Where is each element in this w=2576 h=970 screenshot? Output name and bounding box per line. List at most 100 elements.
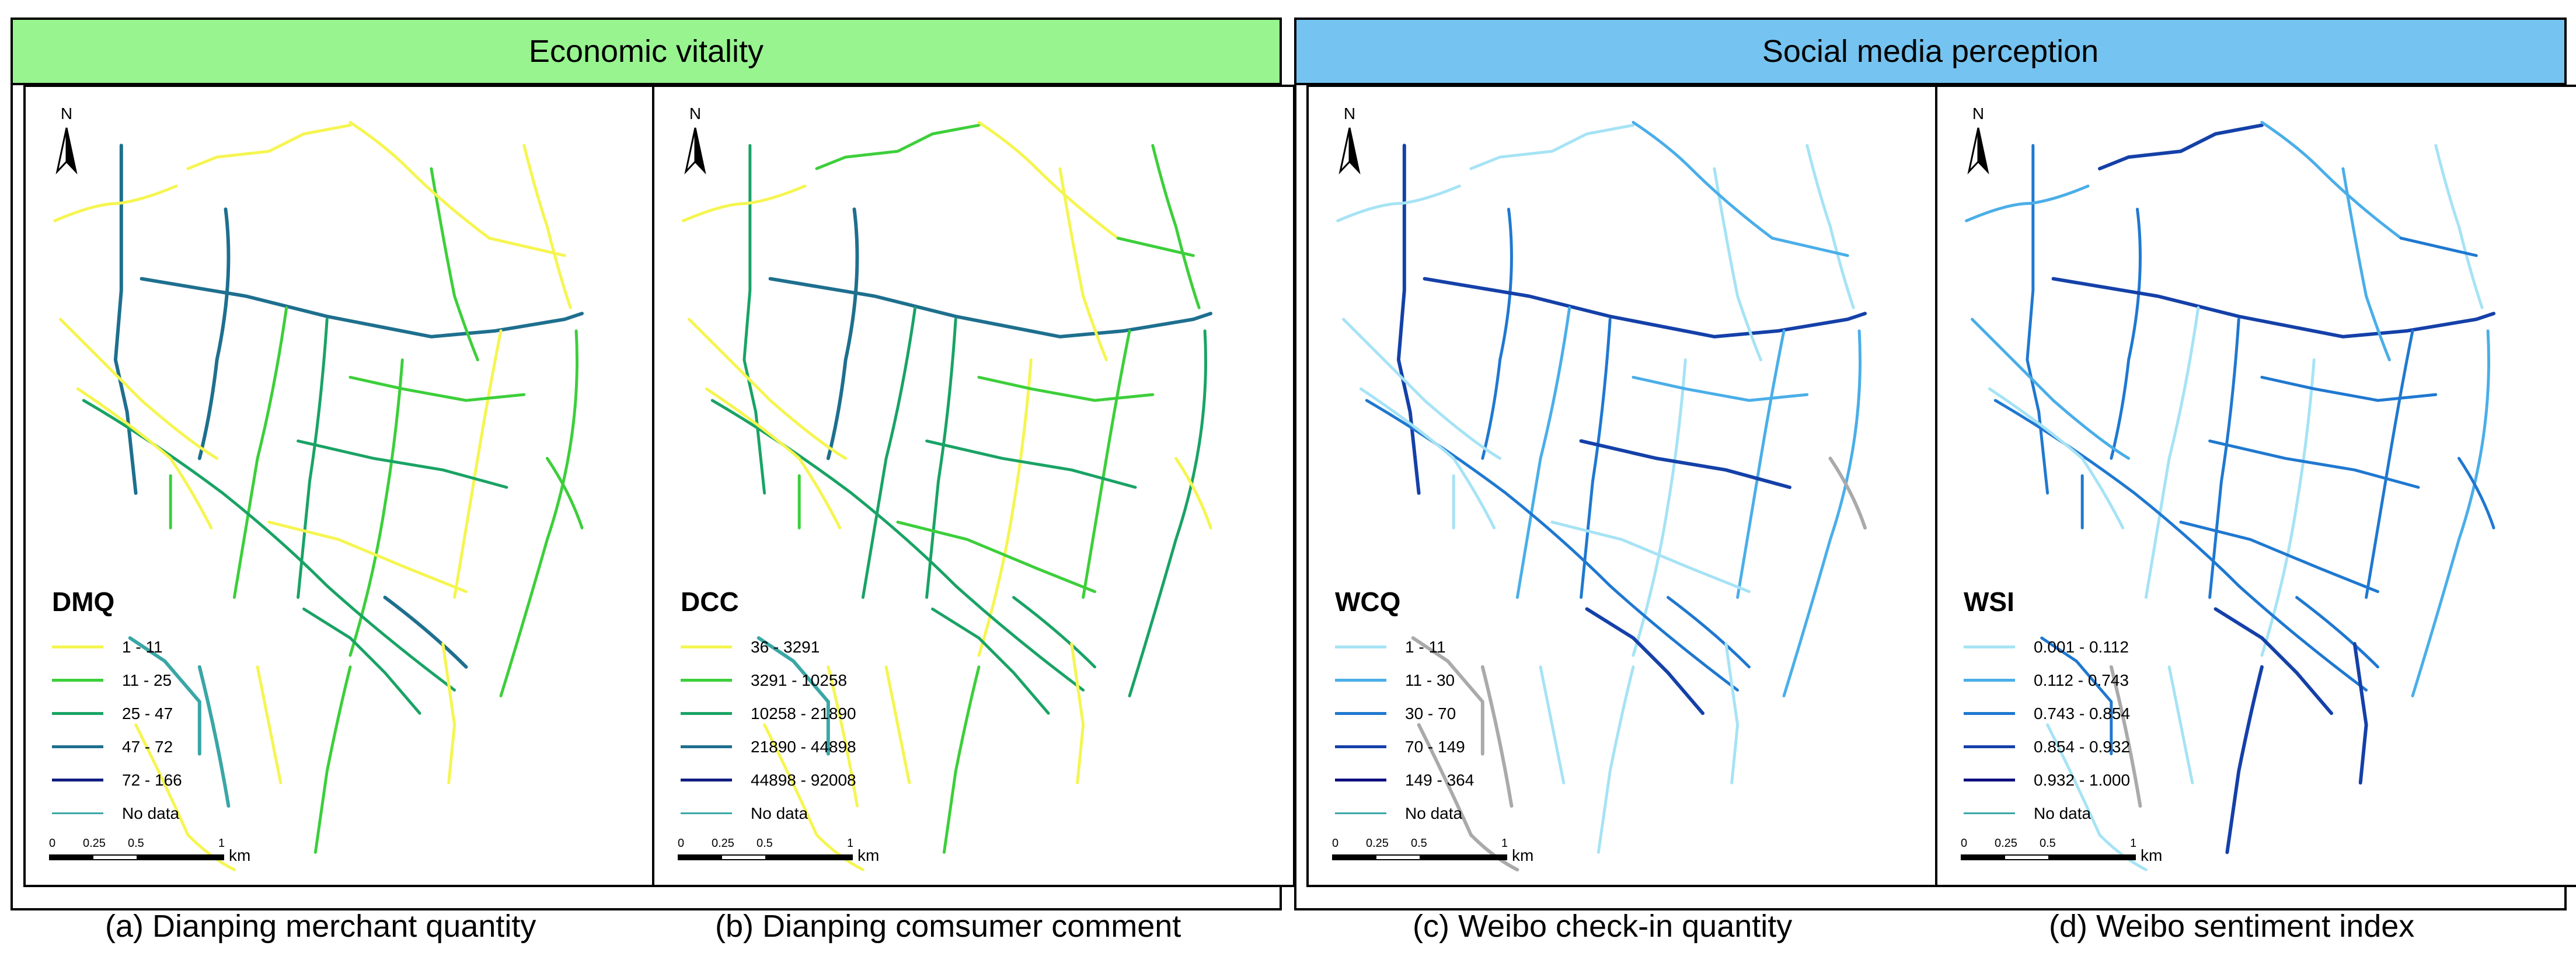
- legend-swatch: [52, 779, 103, 781]
- legend-item: 36 - 3291: [681, 630, 856, 664]
- road-segment: [1579, 439, 1791, 489]
- legend-label: 0.001 - 0.112: [2034, 637, 2129, 656]
- group-header-economic: Economic vitality: [13, 20, 1280, 85]
- scale-unit: km: [1512, 846, 1534, 864]
- north-label: N: [60, 104, 73, 123]
- legend-item: 11 - 25: [52, 664, 182, 697]
- north-arrow: N: [1961, 104, 1996, 180]
- legend-label: No data: [122, 804, 180, 822]
- road-segment: [1336, 184, 1461, 222]
- road-segment: [2214, 607, 2334, 716]
- road-segment: [2260, 375, 2438, 402]
- legend-label: 1 - 11: [1405, 637, 1446, 656]
- legend-item-nodata: No data: [52, 797, 182, 830]
- legend-item: 72 - 166: [52, 763, 182, 797]
- road-network-c: [1336, 121, 1867, 872]
- road-segment: [487, 236, 566, 257]
- legend-swatch: [1964, 745, 2015, 748]
- road-segment: [2225, 665, 2264, 854]
- road-segment: [1342, 317, 1502, 460]
- legend-item: 3291 - 10258: [681, 664, 856, 697]
- road-segment: [348, 358, 404, 657]
- road-segment: [1988, 387, 2125, 529]
- legend-swatch: [1964, 779, 2015, 781]
- road-segment: [1411, 636, 1484, 756]
- road-segment: [1480, 665, 1514, 808]
- scale-track: [49, 854, 224, 860]
- scale-tick-label: 1: [847, 837, 854, 850]
- legend-swatch: [52, 812, 103, 814]
- road-segment: [931, 607, 1050, 715]
- legend-label: 3291 - 10258: [751, 671, 848, 689]
- road-segment: [383, 595, 468, 669]
- road-segment: [2040, 636, 2113, 756]
- road-segment: [977, 121, 1120, 240]
- road-segment: [705, 387, 842, 529]
- road-segment: [2144, 306, 2200, 599]
- road-segment: [197, 665, 231, 808]
- road-segment: [453, 329, 503, 599]
- legend-title: WCQ: [1335, 587, 1401, 617]
- group-social-media: Social media perception: [1294, 18, 2567, 910]
- road-segment: [348, 121, 491, 240]
- legend-swatch: [1335, 679, 1386, 682]
- legend-swatch: [1335, 712, 1386, 715]
- road-segment: [2399, 236, 2478, 257]
- road-segment: [2179, 521, 2379, 594]
- legend-title: DMQ: [52, 587, 115, 617]
- legend-item: 149 - 364: [1335, 763, 1474, 797]
- scale-tick-label: 0.5: [2040, 837, 2056, 850]
- road-segment: [2352, 642, 2368, 785]
- road-segment: [2208, 317, 2240, 599]
- road-segment: [2260, 358, 2316, 657]
- scale-tick-label: 0: [1961, 837, 1968, 850]
- road-segment: [267, 521, 468, 594]
- legend-swatch: [1335, 812, 1386, 814]
- road-segment: [2365, 329, 2414, 599]
- scale-tick-label: 0: [49, 837, 56, 850]
- legend-swatch: [1335, 779, 1386, 781]
- road-segment: [925, 317, 957, 599]
- road-segment: [2411, 329, 2490, 697]
- road-segment: [197, 207, 231, 460]
- road-segment: [1713, 167, 1762, 362]
- road-segment: [2341, 167, 2391, 362]
- scale-tick-label: 0.25: [1366, 837, 1389, 850]
- legend-swatch: [52, 645, 103, 648]
- north-arrow-icon: [684, 127, 706, 175]
- road-segment: [768, 277, 1213, 339]
- legend-label: 149 - 364: [1405, 770, 1475, 789]
- legend-swatch: [681, 779, 732, 781]
- road-segment: [1469, 124, 1635, 170]
- map-panel-b: N DCC 36 - 3291 3291 - 10258 10258 - 218…: [652, 85, 1295, 887]
- road-segment: [1151, 144, 1201, 309]
- road-segment: [1971, 317, 2131, 460]
- legend-swatch: [681, 679, 732, 682]
- north-arrow-icon: [1338, 127, 1361, 175]
- north-arrow: N: [1332, 104, 1367, 180]
- legend-label: 0.854 - 0.932: [2034, 737, 2131, 756]
- north-label: N: [1343, 104, 1356, 123]
- legend-label: 47 - 72: [122, 737, 173, 756]
- legend-label: 30 - 70: [1405, 704, 1456, 723]
- road-segment: [2167, 665, 2194, 784]
- scale-tick-label: 1: [1501, 837, 1508, 850]
- road-segment: [1481, 207, 1513, 460]
- north-arrow: N: [49, 104, 84, 180]
- road-segment: [896, 521, 1096, 594]
- scale-unit: km: [857, 846, 880, 864]
- scale-bar: 0 0.25 0.5 1 km: [1961, 837, 2194, 866]
- road-segment: [128, 636, 201, 756]
- road-segment: [2208, 439, 2420, 489]
- legend-label: 1 - 11: [122, 637, 163, 656]
- road-segment: [1515, 306, 1571, 599]
- scale-tick-label: 0.5: [1411, 837, 1427, 850]
- road-segment: [1667, 596, 1751, 669]
- road-segment: [2295, 596, 2379, 669]
- scale-tick-label: 0.5: [128, 837, 144, 850]
- legend-item: 11 - 30: [1335, 664, 1474, 697]
- legend-item: 44898 - 92008: [681, 763, 856, 797]
- road-segment: [186, 124, 352, 170]
- road-segment: [743, 144, 766, 495]
- road-segment: [1828, 456, 1867, 530]
